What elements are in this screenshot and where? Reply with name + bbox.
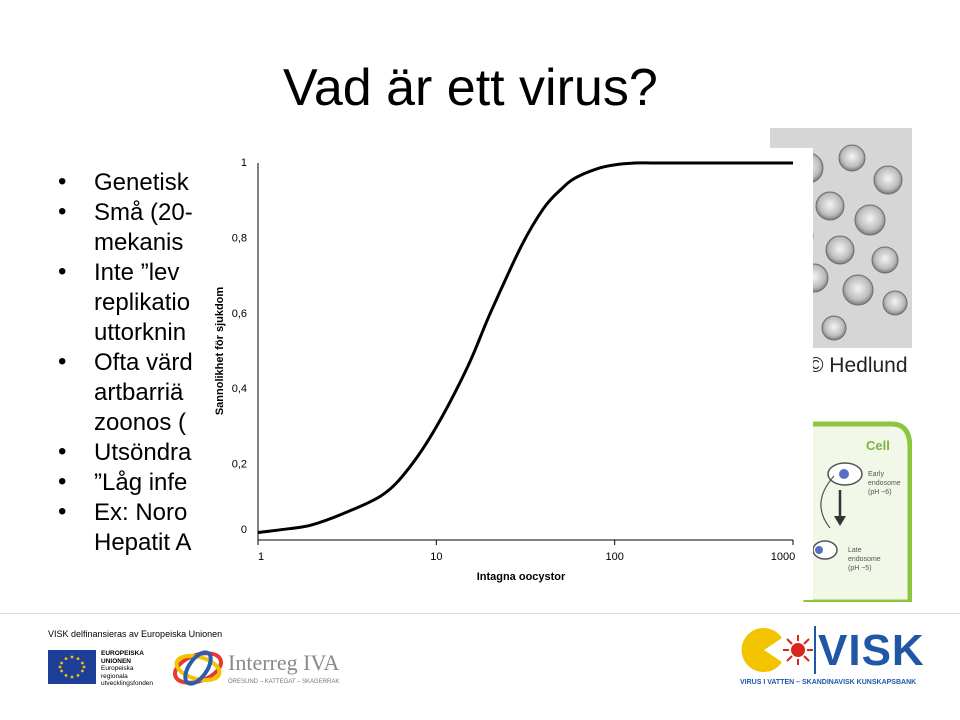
x-tick-label: 1 xyxy=(258,551,264,563)
bullet-line: replikatio xyxy=(94,289,191,316)
cell-endosome-diagram: Cell Early endosome (pH ~6) Late endosom… xyxy=(800,418,913,605)
y-tick-label: 0 xyxy=(241,524,247,536)
bullet-line: zoonos ( xyxy=(94,409,187,436)
early-endosome-label-1: Early xyxy=(868,471,884,478)
early-endosome-label-3: (pH ~6) xyxy=(868,489,892,496)
visk-subtitle: VIRUS I VATTEN – SKANDINAVISK KUNSKAPSBA… xyxy=(740,679,917,686)
bullet-line: Ofta värd xyxy=(94,349,193,376)
bullet-line: Inte ”lev xyxy=(94,259,180,286)
photo-credit: © Hedlund xyxy=(808,354,908,377)
y-tick-label: 1 xyxy=(241,157,247,169)
chart-panel: 0 0,2 0,4 0,6 0,8 1 1 10 100 1000 Intagna oocyst… xyxy=(205,148,813,600)
y-axis-label: Sannolikhet för sjukdom xyxy=(214,287,226,416)
bullet-line: mekanis xyxy=(94,229,184,256)
bullet-line: Utsöndra xyxy=(94,439,192,466)
series-line xyxy=(257,161,793,534)
x-tick-label: 100 xyxy=(605,551,623,563)
visk-emblem-icon xyxy=(741,626,816,674)
bullet-item: • Ex: Noro Hepatit A xyxy=(58,498,192,556)
bullet-line: Små (20- xyxy=(94,199,193,226)
footer-divider xyxy=(0,613,960,614)
eu-logo: EUROPEISKA UNIONEN Europeiska regionala … xyxy=(48,650,158,687)
y-tick-label: 0,6 xyxy=(232,308,247,320)
interreg-name: Interreg IVA xyxy=(228,650,340,675)
eu-flag-icon xyxy=(48,650,96,684)
interreg-subtitle: ÖRESUND – KATTEGAT – SKAGERRAK xyxy=(228,679,340,685)
bullet-item: • Genetisk xyxy=(58,168,193,198)
x-tick-label: 1000 xyxy=(771,551,795,563)
dose-response-chart: 0 0,2 0,4 0,6 0,8 1 1 10 100 1000 Intagna oocyst… xyxy=(214,157,795,583)
y-tick-label: 0,4 xyxy=(232,383,247,395)
bullet-line: artbarriä xyxy=(94,379,184,406)
bullet-item: • Små (20- mekanis xyxy=(58,198,193,256)
slide-title: Vad är ett virus? xyxy=(283,59,658,117)
early-endosome-label-2: endosome xyxy=(868,480,901,487)
bullet-line: Genetisk xyxy=(94,169,189,196)
visk-name: VISK xyxy=(818,626,925,675)
eu-text: EUROPEISKA UNIONEN Europeiska regionala … xyxy=(101,650,154,687)
bullet-line: Ex: Noro xyxy=(94,499,188,526)
bullet-item: • Ofta värd artbarriä zoonos ( xyxy=(58,348,193,436)
bullet-line: Hepatit A xyxy=(94,529,192,556)
late-endosome-label-1: Late xyxy=(848,547,862,554)
funding-text: VISK delfinansieras av Europeiska Unione… xyxy=(48,629,223,639)
bullet-item: • Utsöndra xyxy=(58,438,192,466)
bullet-item: • Inte ”lev replikatio uttorknin xyxy=(58,258,193,348)
y-tick-label: 0,2 xyxy=(232,459,247,471)
late-endosome-label-3: (pH ~5) xyxy=(848,565,872,572)
interreg-logo: Interreg IVA ÖRESUND – KATTEGAT – SKAGER… xyxy=(170,646,340,690)
bullet-list: • Genetisk • Små (20- mekanis • Inte ”le… xyxy=(58,168,193,558)
cell-title: Cell xyxy=(866,438,890,453)
visk-logo: VISK VIRUS I VATTEN – SKANDINAVISK KUNSK… xyxy=(738,622,924,692)
x-axis-label: Intagna oocystor xyxy=(477,571,566,583)
interreg-swirl-icon xyxy=(173,650,223,686)
bullet-line: ”Låg infe xyxy=(94,469,188,496)
y-tick-label: 0,8 xyxy=(232,232,247,244)
late-endosome-label-2: endosome xyxy=(848,556,881,563)
x-tick-label: 10 xyxy=(430,551,442,563)
bullet-line: uttorknin xyxy=(94,319,187,346)
bullet-item: • ”Låg infe xyxy=(58,468,193,498)
